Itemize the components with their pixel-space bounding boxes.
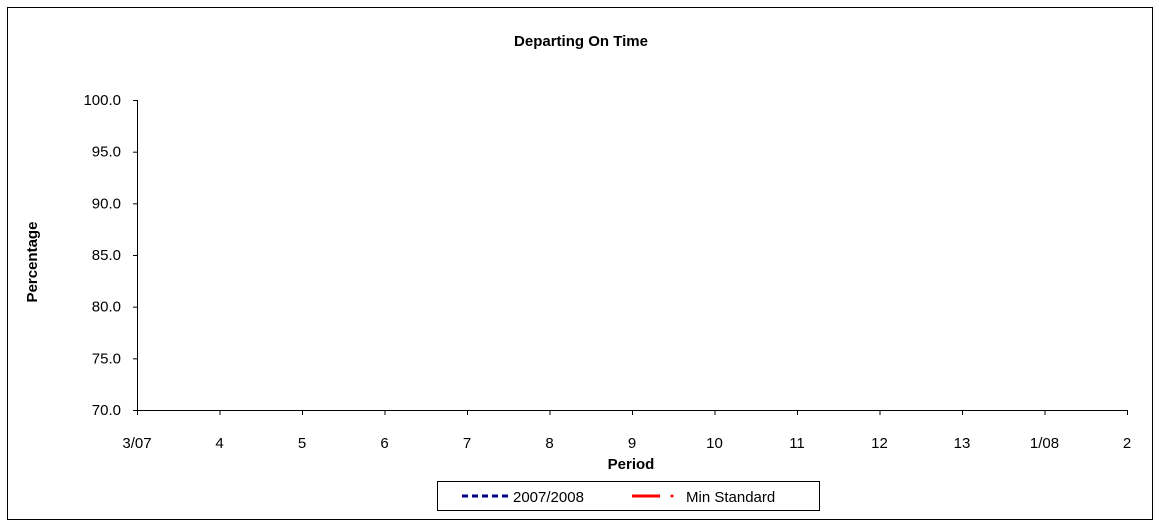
legend-item-min-standard: Min Standard [632,489,775,506]
x-tick-label: 5 [298,435,306,452]
y-tick-label: 75.0 [92,350,121,367]
x-tick-label: 8 [545,435,553,452]
y-tick-label: 70.0 [92,402,121,419]
x-axis-label: Period [608,456,655,473]
x-tick-label: 12 [871,435,888,452]
x-tick-label: 2 [1123,435,1131,452]
y-tick-label: 95.0 [92,144,121,161]
x-tick-label: 7 [463,435,471,452]
legend-label-min-standard: Min Standard [686,489,775,506]
x-tick-label: 3/07 [122,435,151,452]
legend-box [437,481,820,511]
x-tick-label: 6 [380,435,388,452]
x-tick-label: 11 [789,435,805,452]
x-tick-label: 10 [706,435,723,452]
legend-swatch-dot-min-standard [670,494,674,498]
y-tick-label: 80.0 [92,299,121,316]
x-tick-label: 9 [628,435,636,452]
x-tick-label: 4 [215,435,223,452]
chart-border [7,7,1153,520]
x-tick-label: 13 [954,435,971,452]
chart-title: Departing On Time [514,33,648,50]
y-axis-ticks: 70.0 75.0 80.0 85.0 90.0 95.0 100.0 [83,92,137,419]
y-tick-label: 100.0 [83,92,121,109]
y-tick-label: 90.0 [92,195,121,212]
x-tick-label: 1/08 [1030,435,1059,452]
legend-label-2007-2008: 2007/2008 [513,489,584,506]
y-tick-label: 85.0 [92,247,121,264]
y-axis-label: Percentage [24,222,41,303]
legend-item-2007-2008: 2007/2008 [462,489,584,506]
x-axis-ticks: 3/07 4 5 6 7 8 9 10 11 12 13 1/08 2 [122,410,1131,452]
legend: 2007/2008 Min Standard [437,481,820,511]
